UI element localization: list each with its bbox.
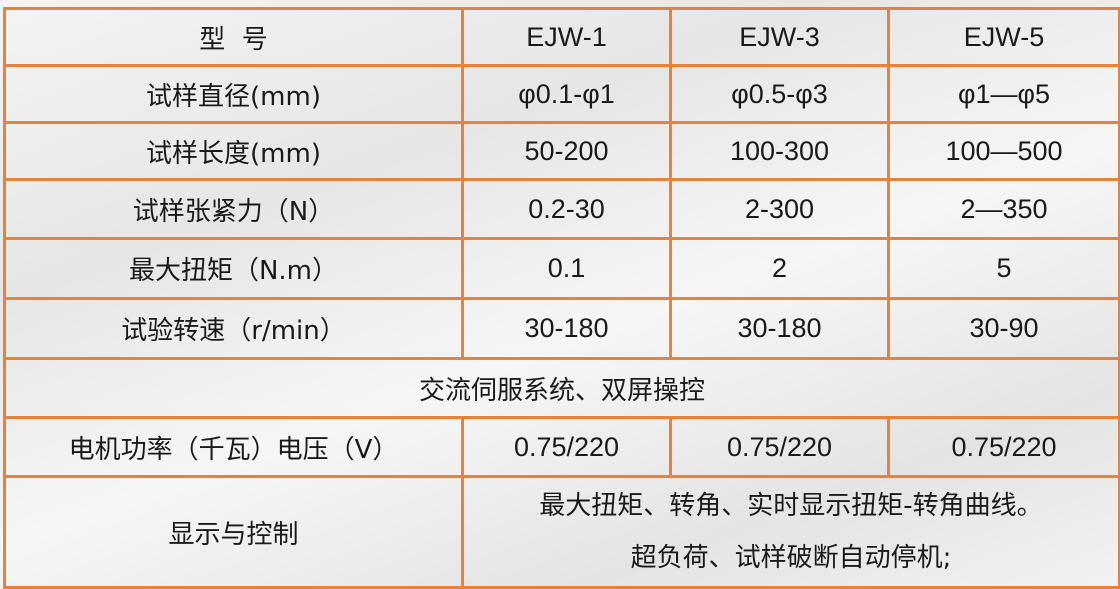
cell: 2-300 [669,178,890,240]
table-row: 试样长度(mm) 50-200 100-300 100—500 [3,121,1120,181]
header-row: 型 号 EJW-1 EJW-3 EJW-5 [3,7,1120,67]
table-row: 最大扭矩（N.m） 0.1 2 5 [3,237,1120,300]
table-row: 试样张紧力（N） 0.2-30 2-300 2—350 [3,178,1120,240]
display-cell: 最大扭矩、转角、实时显示扭矩-转角曲线。 超负荷、试样破断自动停机; [461,475,1120,589]
table-row: 试验转速（r/min） 30-180 30-180 30-90 [3,297,1120,360]
power-row: 电机功率（千瓦）电压（V） 0.75/220 0.75/220 0.75/220 [3,416,1120,478]
display-line: 最大扭矩、转角、实时显示扭矩-转角曲线。 [539,491,1043,521]
table-row: 试样直径(mm) φ0.1-φ1 φ0.5-φ3 φ1—φ5 [3,64,1120,124]
row-label: 电机功率（千瓦）电压（V） [3,416,464,478]
cell: 2 [669,237,890,300]
cell: φ0.1-φ1 [461,64,672,124]
cell: 50-200 [461,121,672,181]
cell: φ0.5-φ3 [669,64,890,124]
row-label: 试样直径(mm) [3,64,464,124]
row-label: 试样张紧力（N） [3,178,464,240]
cell: 100—500 [887,121,1120,181]
cell: 0.75/220 [669,416,890,478]
cell: 5 [887,237,1120,300]
cell: 100-300 [669,121,890,181]
cell: 30-180 [461,297,672,360]
cell: 0.75/220 [461,416,672,478]
cell: 0.1 [461,237,672,300]
cell: 0.2-30 [461,178,672,240]
cell: 2—350 [887,178,1120,240]
display-row: 显示与控制 最大扭矩、转角、实时显示扭矩-转角曲线。 超负荷、试样破断自动停机; [3,475,1120,589]
row-label: 显示与控制 [3,475,464,589]
model-ejw3: EJW-3 [669,7,890,67]
cell: φ1—φ5 [887,64,1120,124]
cell: 0.75/220 [887,416,1120,478]
row-label: 试样长度(mm) [3,121,464,181]
display-line: 超负荷、试样破断自动停机; [630,543,952,573]
spec-table: 型 号 EJW-1 EJW-3 EJW-5 试样直径(mm) φ0.1-φ1 φ… [3,7,1120,589]
row-label: 最大扭矩（N.m） [3,237,464,300]
model-ejw1: EJW-1 [461,7,672,67]
system-cell: 交流伺服系统、双屏操控 [3,357,1120,419]
model-header: 型 号 [3,7,464,67]
model-ejw5: EJW-5 [887,7,1120,67]
row-label: 试验转速（r/min） [3,297,464,360]
cell: 30-180 [669,297,890,360]
system-row: 交流伺服系统、双屏操控 [3,357,1120,419]
cell: 30-90 [887,297,1120,360]
